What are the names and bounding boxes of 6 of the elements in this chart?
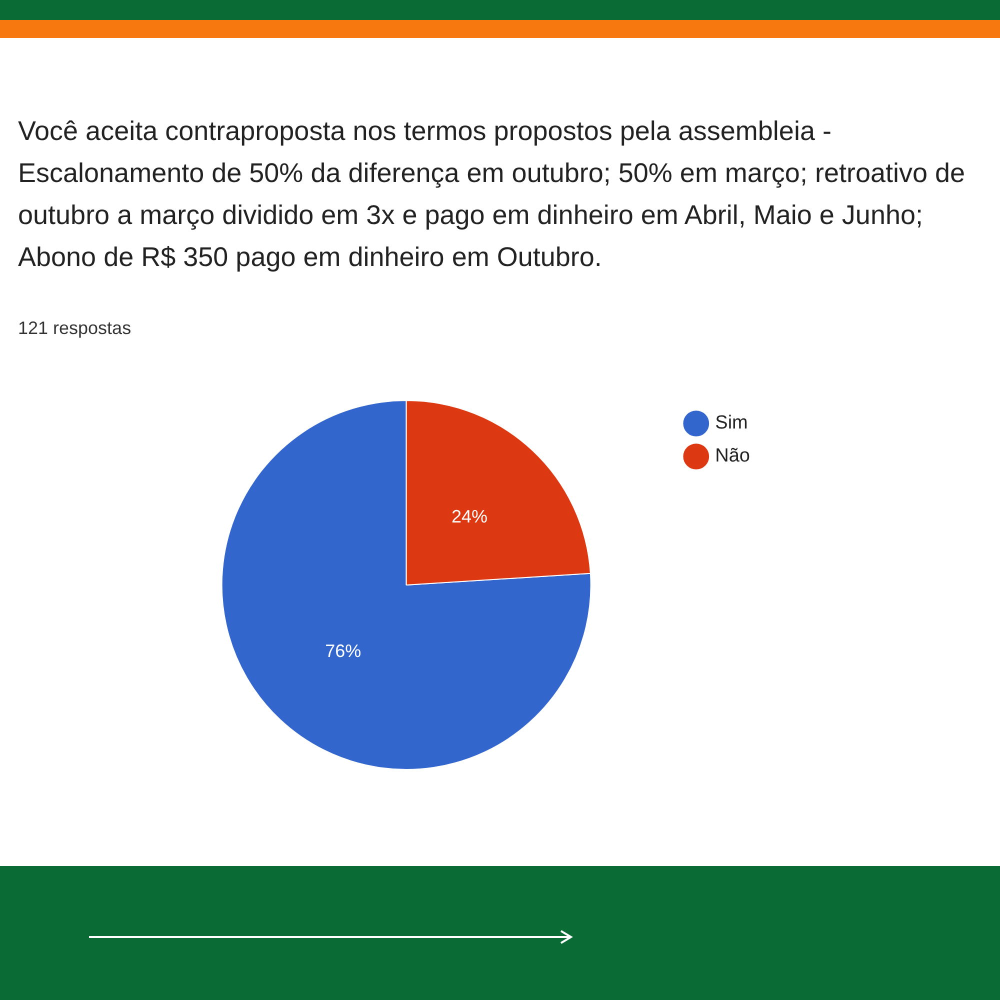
text: 121 respostas [18, 318, 132, 339]
data-label: 76% [325, 641, 362, 662]
legend-label: Sim [715, 412, 748, 434]
legend-label: Não [715, 446, 750, 467]
data-label: 24% [451, 506, 488, 527]
chart-title: Você aceita contraproposta nos termos propostos pela assembleia - Escalonamento de 50% da diferença em outubro; 50% em março; retroativo de outubro a março dividido em 3x e pago em dinheiro em Abril, Maio e Junho; Abono de R$ 350 pago em dinheiro em Outubro. [18, 115, 966, 274]
